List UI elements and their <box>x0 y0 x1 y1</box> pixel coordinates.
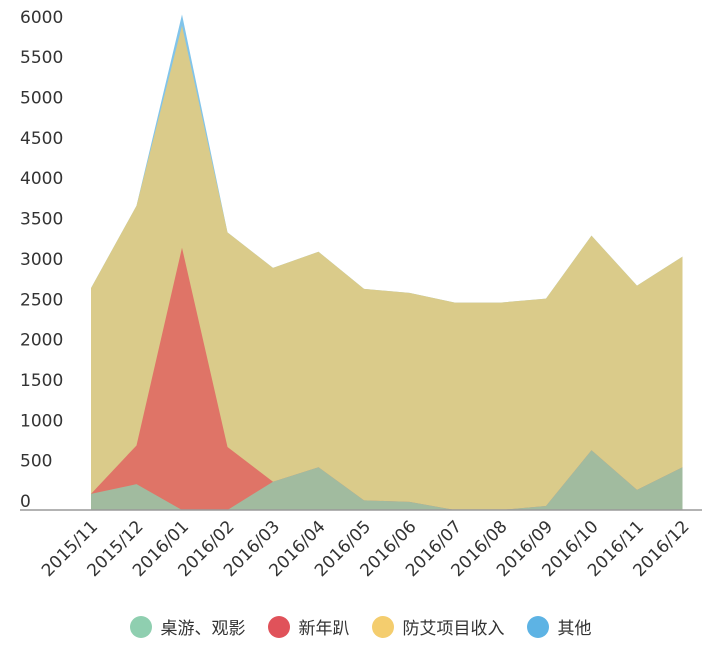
y-tick-label: 5000 <box>20 89 63 109</box>
legend: 桌游、观影 新年趴 防艾项目收入 其他 <box>0 614 721 639</box>
y-tick-label: 2000 <box>20 331 63 351</box>
y-tick-label: 500 <box>20 452 52 472</box>
y-tick-label: 3500 <box>20 210 63 230</box>
area-series-1 <box>91 450 683 510</box>
y-tick-label: 6000 <box>20 8 63 28</box>
y-tick-label: 1500 <box>20 371 63 391</box>
y-tick-label: 1000 <box>20 411 63 431</box>
legend-label: 桌游、观影 <box>160 619 246 639</box>
legend-item-4[interactable]: 其他 <box>526 614 592 639</box>
y-tick-label: 4000 <box>20 169 63 189</box>
y-tick-label: 3000 <box>20 250 63 270</box>
area-series-3 <box>91 25 683 511</box>
y-tick-label: 4500 <box>20 129 63 149</box>
legend-item-3[interactable]: 防艾项目收入 <box>371 614 505 639</box>
legend-swatch <box>267 615 290 638</box>
y-tick-label: 0 <box>20 492 31 512</box>
legend-swatch <box>526 615 549 638</box>
legend-item-2[interactable]: 新年趴 <box>267 614 350 639</box>
area-layers <box>91 14 683 511</box>
y-tick-label: 2500 <box>20 290 63 310</box>
legend-label: 防艾项目收入 <box>402 619 505 639</box>
y-axis-ticks: 0 500 1000 1500 2000 2500 3000 3500 4000 4500 5000… <box>20 8 63 512</box>
legend-label: 其他 <box>557 619 592 639</box>
y-tick-label: 5500 <box>20 48 63 68</box>
legend-label: 新年趴 <box>298 619 350 639</box>
legend-item-1[interactable]: 桌游、观影 <box>129 614 246 639</box>
x-axis-ticks: 2015/112015/122016/012016/022016/032016/… <box>38 517 694 581</box>
legend-swatch <box>129 615 152 638</box>
stacked-area-chart: 0 500 1000 1500 2000 2500 3000 3500 4000 4500 5000… <box>20 8 702 581</box>
legend-swatch <box>371 615 394 638</box>
